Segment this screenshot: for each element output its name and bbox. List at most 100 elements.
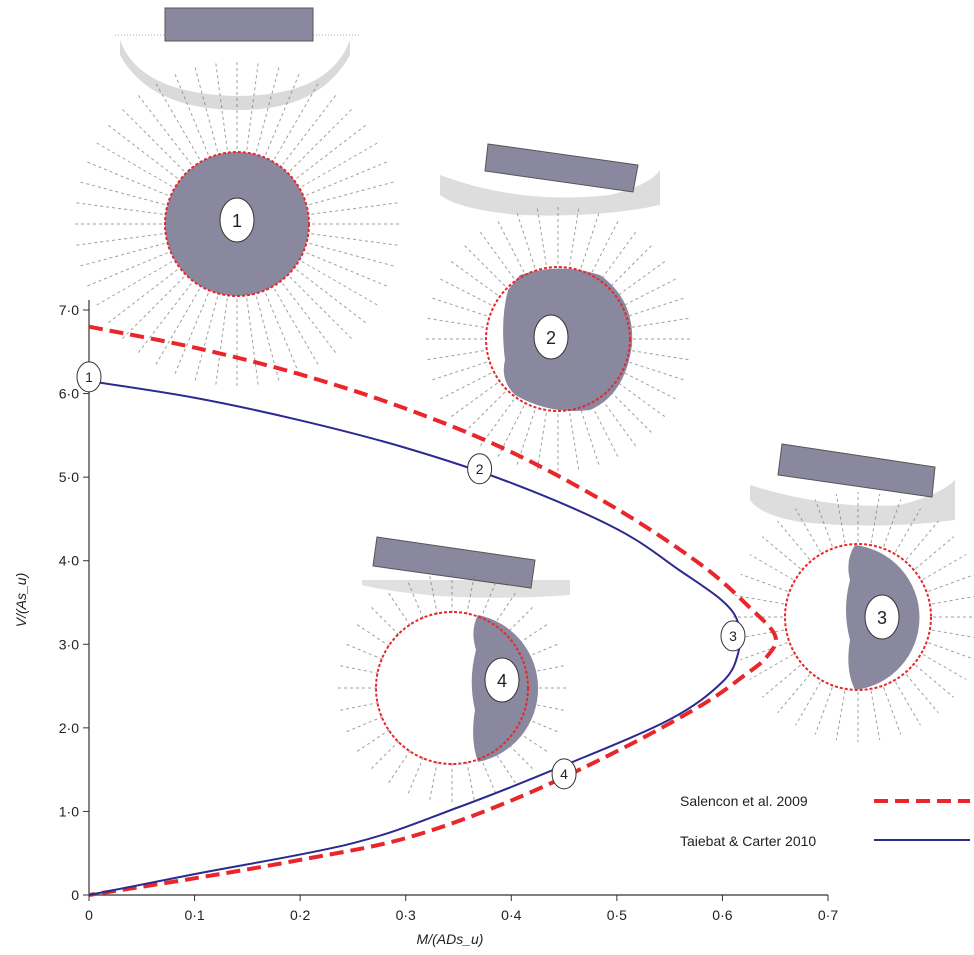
svg-text:1: 1 <box>85 369 93 385</box>
velocity-ray <box>466 761 475 801</box>
velocity-ray <box>536 205 547 266</box>
inset-2-footing <box>484 143 639 193</box>
velocity-ray <box>173 71 209 155</box>
velocity-ray <box>493 592 517 626</box>
inset-4 <box>337 536 570 803</box>
velocity-ray <box>105 123 178 179</box>
velocity-ray <box>154 80 200 160</box>
velocity-ray <box>73 233 163 247</box>
x-tick-label: 0 <box>85 907 93 923</box>
velocity-ray <box>580 410 601 468</box>
velocity-ray <box>274 288 320 368</box>
velocity-ray <box>618 382 668 419</box>
velocity-ray <box>246 298 260 388</box>
curve-marker-4: 4 <box>551 758 577 790</box>
velocity-ray <box>905 674 939 714</box>
velocity-ray <box>306 160 390 196</box>
velocity-ray <box>922 654 967 680</box>
velocity-ray <box>424 317 485 328</box>
velocity-ray <box>462 391 506 435</box>
legend: Salencon et al. 2009 Taiebat & Carter 20… <box>680 793 970 849</box>
velocity-ray <box>306 252 390 288</box>
y-tick-label: 5·0 <box>59 469 79 485</box>
legend-item-salencon: Salencon et al. 2009 <box>680 793 970 809</box>
velocity-ray <box>193 64 219 152</box>
velocity-ray <box>761 536 801 570</box>
velocity-ray <box>424 350 485 361</box>
series-line-taiebat <box>88 380 742 896</box>
velocity-ray <box>629 361 687 382</box>
velocity-ray <box>370 740 400 770</box>
velocity-ray <box>93 141 173 187</box>
velocity-ray <box>370 606 400 636</box>
axes: 0 0·1 0·2 0·3 0·4 0·5 0·6 0·7 0 1·0 2·0 3·0 4·0 5·0 6… <box>13 300 838 947</box>
velocity-ray <box>740 642 788 661</box>
velocity-ray <box>77 242 165 268</box>
velocity-ray <box>265 71 301 155</box>
inset-label-1: 1 <box>219 197 255 243</box>
velocity-ray <box>311 233 401 247</box>
velocity-ray <box>214 60 228 150</box>
velocity-ray <box>93 261 173 307</box>
velocity-ray <box>466 575 475 615</box>
velocity-ray <box>515 410 536 468</box>
velocity-ray <box>289 276 355 342</box>
velocity-ray <box>601 399 638 449</box>
velocity-ray <box>496 405 525 460</box>
x-tick-label: 0·4 <box>501 907 521 923</box>
velocity-ray <box>749 554 794 580</box>
inset-3-soil-deformation <box>750 480 955 526</box>
velocity-ray <box>154 288 200 368</box>
velocity-ray <box>569 412 580 473</box>
velocity-ray <box>569 205 580 266</box>
velocity-ray <box>214 298 228 388</box>
velocity-ray <box>301 261 381 307</box>
velocity-ray <box>905 520 939 560</box>
y-tick-label: 6·0 <box>59 386 79 402</box>
velocity-ray <box>536 412 547 473</box>
velocity-ray <box>136 92 192 165</box>
velocity-ray <box>119 276 185 342</box>
inset-4-soil-deformation <box>362 580 570 598</box>
curve-marker-3: 3 <box>720 620 746 652</box>
velocity-ray <box>282 92 338 165</box>
inset-label-4: 4 <box>484 657 520 703</box>
velocity-ray <box>296 123 369 179</box>
velocity-ray <box>429 575 438 615</box>
velocity-ray <box>193 296 219 384</box>
series-line-salencon <box>88 324 778 897</box>
velocity-ray <box>407 581 424 619</box>
velocity-ray <box>289 106 355 172</box>
velocity-ray <box>883 499 902 547</box>
velocity-ray <box>931 629 974 638</box>
svg-text:2: 2 <box>546 328 556 348</box>
velocity-ray <box>437 277 492 306</box>
velocity-ray <box>429 761 438 801</box>
velocity-ray <box>77 180 165 206</box>
x-axis-label: M/(ADs_u) <box>417 931 484 947</box>
velocity-ray <box>311 201 401 215</box>
velocity-ray <box>624 277 679 306</box>
legend-item-taiebat: Taiebat & Carter 2010 <box>680 833 970 849</box>
velocity-ray <box>429 361 487 382</box>
velocity-ray <box>814 687 833 735</box>
inset-3-dashed-boundary <box>784 543 932 691</box>
velocity-ray <box>629 296 687 317</box>
velocity-ray <box>777 674 811 714</box>
inset-illustrations: 1 2 3 4 <box>72 7 974 803</box>
inset-1-dashed-boundary <box>164 151 310 297</box>
svg-text:4: 4 <box>497 671 507 691</box>
svg-text:4: 4 <box>560 766 568 782</box>
svg-text:Taiebat & Carter 2010: Taiebat & Carter 2010 <box>680 833 816 849</box>
x-tick-label: 0·7 <box>818 907 838 923</box>
inset-2-velocity-field <box>423 204 693 474</box>
velocity-ray <box>274 80 320 160</box>
velocity-ray <box>795 681 821 726</box>
velocity-ray <box>777 520 811 560</box>
velocity-ray <box>437 372 492 401</box>
velocity-ray <box>631 317 692 328</box>
velocity-ray <box>478 229 515 279</box>
velocity-ray <box>84 160 168 196</box>
velocity-ray <box>928 574 974 592</box>
velocity-ray <box>895 508 921 553</box>
